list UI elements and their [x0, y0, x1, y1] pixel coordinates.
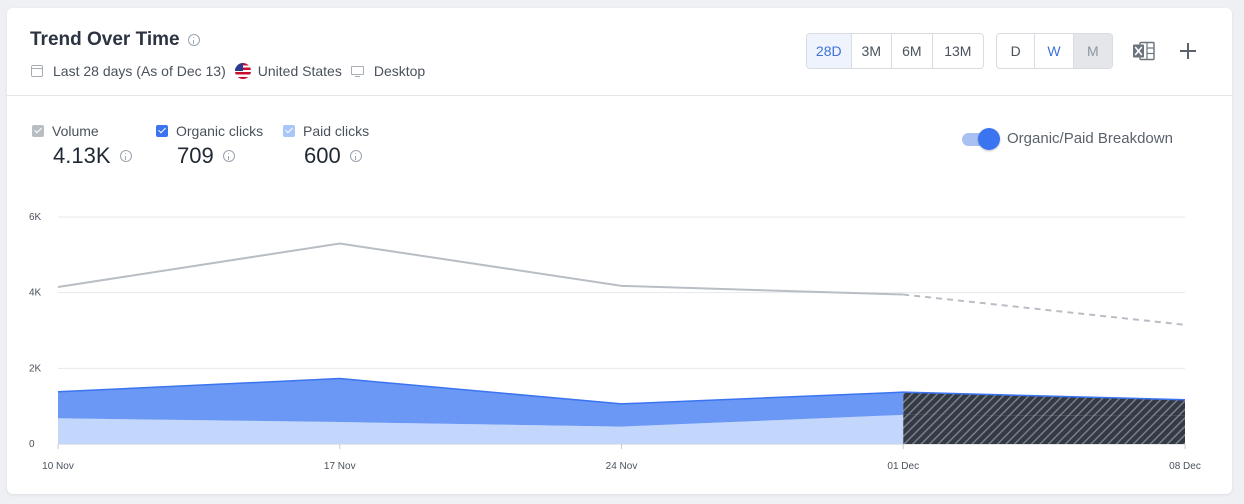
info-icon[interactable]: [349, 150, 362, 162]
country-text: United States: [257, 63, 342, 79]
checkbox-icon-organic[interactable]: [156, 125, 168, 137]
x-tick-label: 01 Dec: [887, 461, 919, 472]
legend-label-organic: Organic clicks: [176, 123, 264, 139]
y-tick-label: 6K: [29, 212, 42, 223]
legend-label-paid: Paid clicks: [303, 123, 370, 139]
organic-clicks-area: [58, 378, 904, 427]
volume-line-partial: [903, 293, 1186, 326]
desktop-icon: [350, 65, 364, 77]
checkbox-icon-paid[interactable]: [283, 125, 295, 137]
x-tick-label: 08 Dec: [1169, 461, 1201, 472]
date-range-text: Last 28 days (As of Dec 13): [53, 63, 226, 79]
us-flag-icon: [234, 63, 251, 79]
granularity-button-day[interactable]: D: [997, 34, 1036, 68]
legend-value-paid: 600: [304, 143, 341, 168]
range-button-28d[interactable]: 28D: [807, 34, 852, 68]
organic-clicks-line: [57, 377, 1186, 405]
info-icon[interactable]: [187, 34, 200, 46]
info-icon[interactable]: [222, 150, 235, 162]
legend-organic-clicks[interactable]: Organic clicks 709: [156, 123, 263, 169]
x-tick-label: 17 Nov: [324, 461, 356, 472]
card-header: Trend Over Time Last 28 days (As of Dec …: [7, 8, 1232, 96]
legend-value-organic: 709: [177, 143, 214, 168]
paid-clicks-area: [58, 414, 904, 444]
title-text: Trend Over Time: [30, 29, 180, 50]
legend-label-volume: Volume: [52, 123, 99, 139]
device-text: Desktop: [373, 63, 426, 79]
info-icon[interactable]: [119, 150, 132, 162]
trend-over-time-card: Trend Over Time Last 28 days (As of Dec …: [7, 8, 1232, 494]
breakdown-toggle-label: Organic/Paid Breakdown: [1007, 130, 1173, 147]
legend-volume[interactable]: Volume 4.13K: [32, 123, 132, 169]
x-tick-label: 10 Nov: [42, 461, 74, 472]
volume-line: [57, 242, 904, 296]
granularity-button-week[interactable]: W: [1035, 34, 1074, 68]
card-title: Trend Over Time: [30, 29, 200, 51]
y-tick-label: 4K: [29, 288, 42, 299]
trend-chart: 0 2K 4K 6K 10 Nov 17 Nov 24 Nov 01 Dec 08 Dec: [29, 212, 1201, 472]
excel-export-icon[interactable]: [1132, 41, 1156, 61]
range-button-13m[interactable]: 13M: [944, 43, 972, 59]
checkbox-icon-volume[interactable]: [32, 125, 44, 137]
plus-icon[interactable]: [1180, 43, 1196, 59]
x-tick-label: 24 Nov: [606, 461, 638, 472]
y-tick-label: 0: [29, 439, 35, 450]
range-button-6m[interactable]: 6M: [892, 34, 933, 68]
y-tick-label: 2K: [29, 363, 42, 374]
date-range-selector: 28D 3M 6M 13M: [806, 33, 984, 69]
range-button-3m[interactable]: 3M: [852, 34, 893, 68]
legend-paid-clicks[interactable]: Paid clicks 600: [283, 123, 369, 169]
paid-clicks-area-partial: [903, 414, 1185, 444]
filter-summary: Last 28 days (As of Dec 13) United State…: [31, 63, 425, 79]
calendar-icon: [31, 65, 43, 77]
legend-value-volume: 4.13K: [53, 143, 111, 168]
granularity-selector: D W M: [996, 33, 1113, 69]
paid-clicks-area-hatched: [903, 414, 1185, 444]
breakdown-toggle[interactable]: [962, 128, 1002, 150]
granularity-button-month[interactable]: M: [1073, 34, 1112, 68]
